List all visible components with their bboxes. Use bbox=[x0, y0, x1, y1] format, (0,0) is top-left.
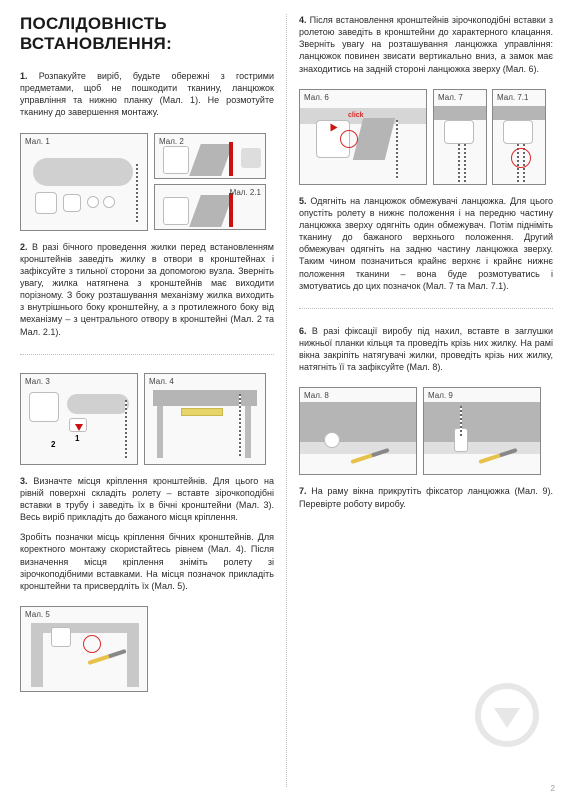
step-1-body: Розпакуйте виріб, будьте обережні з гост… bbox=[20, 71, 274, 117]
step-4-text: 4. Після встановлення кронштейнів зірочк… bbox=[299, 14, 553, 75]
step-3b-text: Зробіть позначки місць кріплення бічних … bbox=[20, 531, 274, 592]
figure-1-label: Мал. 1 bbox=[25, 137, 50, 146]
watermark-icon bbox=[475, 683, 539, 747]
figure-6-label: Мал. 6 bbox=[304, 93, 329, 102]
figure-3-label: Мал. 3 bbox=[25, 377, 50, 386]
figure-7: Мал. 7 bbox=[433, 89, 487, 185]
fig-row-1: Мал. 1 Мал. 2 Мал. 2.1 bbox=[20, 133, 274, 231]
figure-9-label: Мал. 9 bbox=[428, 391, 453, 400]
step-3a-body: Визначте місця кріплення кронштейнів. Дл… bbox=[20, 476, 274, 522]
fig-row-5: Мал. 8 Мал. 9 bbox=[299, 387, 553, 475]
step-7-body: На раму вікна прикрутіть фіксатор ланцюж… bbox=[299, 486, 553, 508]
step-2-text: 2. В разі бічного проведення жилки перед… bbox=[20, 241, 274, 338]
page-number: 2 bbox=[551, 784, 555, 793]
figure-7-1: Мал. 7.1 bbox=[492, 89, 546, 185]
figure-6: Мал. 6 click bbox=[299, 89, 427, 185]
step-3a-text: 3. Визначте місця кріплення кронштейнів.… bbox=[20, 475, 274, 524]
figure-1: Мал. 1 bbox=[20, 133, 148, 231]
step-1-text: 1. Розпакуйте виріб, будьте обережні з г… bbox=[20, 70, 274, 119]
left-column: ПОСЛІДОВНІСТЬ ВСТАНОВЛЕННЯ: 1. Розпакуйт… bbox=[20, 14, 286, 787]
figure-8: Мал. 8 bbox=[299, 387, 417, 475]
instruction-page: ПОСЛІДОВНІСТЬ ВСТАНОВЛЕННЯ: 1. Розпакуйт… bbox=[0, 0, 565, 799]
figure-7-1-label: Мал. 7.1 bbox=[497, 93, 528, 102]
right-column: 4. Після встановлення кронштейнів зірочк… bbox=[287, 14, 553, 787]
figure-9: Мал. 9 bbox=[423, 387, 541, 475]
fig-col-7: Мал. 7 Мал. 7.1 bbox=[433, 89, 546, 185]
figure-2: Мал. 2 bbox=[154, 133, 266, 179]
page-title: ПОСЛІДОВНІСТЬ ВСТАНОВЛЕННЯ: bbox=[20, 14, 274, 54]
figure-7-label: Мал. 7 bbox=[438, 93, 463, 102]
step-6-text: 6. В разі фіксації виробу під нахил, вст… bbox=[299, 325, 553, 374]
divider-right bbox=[299, 308, 553, 309]
step-7-text: 7. На раму вікна прикрутіть фіксатор лан… bbox=[299, 485, 553, 509]
step-6-body: В разі фіксації виробу під нахил, вставт… bbox=[299, 326, 553, 372]
figure-2-1-label: Мал. 2.1 bbox=[230, 188, 261, 197]
figure-4: Мал. 4 bbox=[144, 373, 266, 465]
click-label: click bbox=[348, 112, 364, 119]
fig-row-3: Мал. 5 bbox=[20, 606, 274, 692]
divider-left bbox=[20, 354, 274, 355]
step-5-text: 5. Одягніть на ланцюжок обмежувачі ланцю… bbox=[299, 195, 553, 292]
fig-row-2: Мал. 3 1 2 Мал. 4 bbox=[20, 373, 274, 465]
figure-3: Мал. 3 1 2 bbox=[20, 373, 138, 465]
figure-2-label: Мал. 2 bbox=[159, 137, 184, 146]
figure-2-1: Мал. 2.1 bbox=[154, 184, 266, 230]
figure-5: Мал. 5 bbox=[20, 606, 148, 692]
callout-2: 2 bbox=[51, 440, 55, 449]
step-2-body: В разі бічного проведення жилки перед вс… bbox=[20, 242, 274, 337]
fig-col-2: Мал. 2 Мал. 2.1 bbox=[154, 133, 266, 231]
step-5-body: Одягніть на ланцюжок обмежувачі ланцюжка… bbox=[299, 196, 553, 291]
figure-4-label: Мал. 4 bbox=[149, 377, 174, 386]
callout-1: 1 bbox=[75, 434, 79, 443]
step-4-body: Після встановлення кронштейнів зірочкопо… bbox=[299, 15, 553, 74]
fig-row-4: Мал. 6 click Мал. 7 Мал. 7.1 bbox=[299, 89, 553, 185]
figure-5-label: Мал. 5 bbox=[25, 610, 50, 619]
figure-8-label: Мал. 8 bbox=[304, 391, 329, 400]
